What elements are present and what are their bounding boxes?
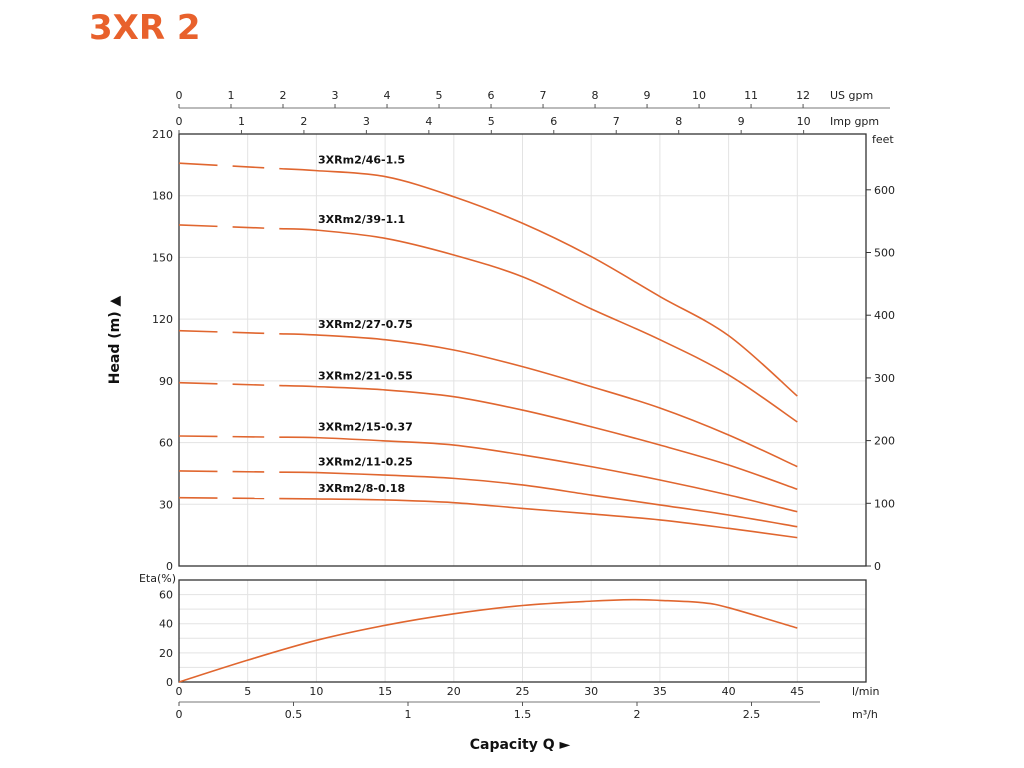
top-tick-label: 4 xyxy=(384,89,391,102)
eta-tick-label: 20 xyxy=(159,647,173,660)
x-tick-label-lpm: 45 xyxy=(790,685,804,698)
right-tick-label: 600 xyxy=(874,184,895,197)
curve-dash-segment xyxy=(232,165,265,169)
head-curve-3XRm2-11-0-25 xyxy=(279,471,798,528)
top-tick-label: 5 xyxy=(436,89,443,102)
head-curve-3XRm2-21-0-55 xyxy=(279,384,798,491)
top-tick-label: 3 xyxy=(332,89,339,102)
y-tick-label: 120 xyxy=(152,313,173,326)
head-curve-3XRm2-27-0-75 xyxy=(279,333,798,468)
curve-label: 3XRm2/21-0.55 xyxy=(318,370,413,383)
top-tick-label: 8 xyxy=(675,115,682,128)
top-tick-label: 6 xyxy=(488,89,495,102)
curve-dash-segment xyxy=(232,331,265,335)
x-tick-label-m3h: 2 xyxy=(634,708,641,721)
x-tick-label-lpm: 25 xyxy=(516,685,530,698)
top-tick-label: 10 xyxy=(797,115,811,128)
right-tick-label: 100 xyxy=(874,497,895,510)
x-tick-label-m3h: 1.5 xyxy=(514,708,532,721)
x-tick-label-lpm: 20 xyxy=(447,685,461,698)
top-axis-unit: US gpm xyxy=(830,89,873,102)
eta-tick-label: 60 xyxy=(159,589,173,602)
top-tick-label: 9 xyxy=(644,89,651,102)
head-curve-3XRm2-15-0-37 xyxy=(279,436,798,513)
eta-plot-frame xyxy=(178,579,867,683)
curve-label: 3XRm2/15-0.37 xyxy=(318,421,413,434)
top-tick-label: 4 xyxy=(425,115,432,128)
top-tick-label: 0 xyxy=(176,89,183,102)
head-curve-3XRm2-46-1-5 xyxy=(279,167,798,397)
y-tick-label: 210 xyxy=(152,128,173,141)
x-tick-label-lpm: 15 xyxy=(378,685,392,698)
x-tick-label-m3h: 2.5 xyxy=(743,708,761,721)
top-axis-unit: Imp gpm xyxy=(830,115,879,128)
eta-tick-label: 0 xyxy=(166,676,173,689)
top-tick-label: 2 xyxy=(280,89,287,102)
top-tick-label: 1 xyxy=(238,115,245,128)
y-tick-label: 150 xyxy=(152,251,173,264)
head-curve-3XRm2-8-0-18 xyxy=(279,497,798,539)
y-tick-label: 60 xyxy=(159,437,173,450)
curve-label: 3XRm2/39-1.1 xyxy=(318,213,405,226)
y-tick-label: 30 xyxy=(159,498,173,511)
x-tick-label-lpm: 30 xyxy=(584,685,598,698)
top-tick-label: 3 xyxy=(363,115,370,128)
x-tick-label-lpm: 35 xyxy=(653,685,667,698)
curve-dash-segment xyxy=(178,381,218,385)
top-tick-label: 10 xyxy=(692,89,706,102)
x-tick-label-m3h: 0 xyxy=(176,708,183,721)
top-tick-label: 12 xyxy=(796,89,810,102)
top-tick-label: 7 xyxy=(540,89,547,102)
top-tick-label: 7 xyxy=(613,115,620,128)
curve-dash-segment xyxy=(178,329,218,333)
right-tick-label: 0 xyxy=(874,560,881,573)
right-tick-label: 500 xyxy=(874,247,895,260)
x-tick-label-m3h: 1 xyxy=(405,708,412,721)
top-tick-label: 8 xyxy=(592,89,599,102)
x-tick-label-lpm: 5 xyxy=(244,685,251,698)
curve-dash-segment xyxy=(178,224,218,228)
x-tick-label-lpm: 0 xyxy=(176,685,183,698)
head-curve-3XRm2-39-1-1 xyxy=(279,227,798,423)
eta-tick-label: 40 xyxy=(159,618,173,631)
y-tick-label: 90 xyxy=(159,375,173,388)
x-axis-unit-m3h: m³/h xyxy=(852,708,878,721)
x-tick-label-lpm: 10 xyxy=(309,685,323,698)
curve-label: 3XRm2/46-1.5 xyxy=(318,154,405,167)
eta-axis-label: Eta(%) xyxy=(139,572,176,585)
top-tick-label: 9 xyxy=(738,115,745,128)
right-tick-label: 200 xyxy=(874,435,895,448)
curve-dash-segment xyxy=(232,383,265,386)
right-tick-label: 300 xyxy=(874,372,895,385)
x-axis-title: Capacity Q ► xyxy=(470,737,571,753)
y-tick-label: 180 xyxy=(152,190,173,203)
top-tick-label: 5 xyxy=(488,115,495,128)
head-plot-frame xyxy=(178,133,867,567)
curve-label: 3XRm2/27-0.75 xyxy=(318,318,413,331)
top-tick-label: 11 xyxy=(744,89,758,102)
curve-label: 3XRm2/8-0.18 xyxy=(318,482,405,495)
curve-dash-segment xyxy=(232,226,265,229)
y-axis-title: Head (m) ▲ xyxy=(107,295,123,384)
top-tick-label: 0 xyxy=(176,115,183,128)
x-tick-label-m3h: 0.5 xyxy=(285,708,303,721)
top-tick-label: 1 xyxy=(228,89,235,102)
curve-label: 3XRm2/11-0.25 xyxy=(318,456,413,469)
x-tick-label-lpm: 40 xyxy=(722,685,736,698)
top-tick-label: 2 xyxy=(300,115,307,128)
x-axis-unit-lpm: l/min xyxy=(852,685,880,698)
curve-dash-segment xyxy=(178,162,218,167)
right-axis-unit: feet xyxy=(872,133,894,146)
y-tick-label: 0 xyxy=(166,560,173,573)
right-tick-label: 400 xyxy=(874,309,895,322)
chart-title: 3XR 2 xyxy=(89,8,201,48)
eta-curve xyxy=(178,598,798,683)
top-tick-label: 6 xyxy=(550,115,557,128)
